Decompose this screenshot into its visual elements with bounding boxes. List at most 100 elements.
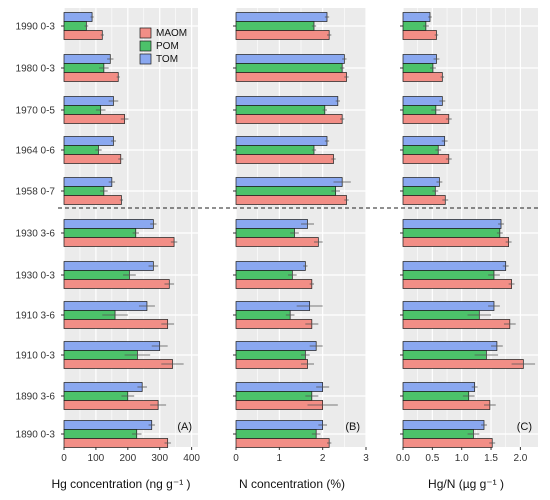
bar-maom-C [402, 30, 437, 40]
bar-tom-C [402, 136, 446, 146]
bar-maom-C [402, 319, 511, 329]
panel-n-concentration: 0 1 2 3 (B) [233, 8, 369, 464]
y-tick-label-8: 1910 0-3 [16, 351, 56, 362]
bar-maom-B [235, 195, 347, 205]
bar-tom-A [63, 382, 143, 392]
x-axis-title-hg-concentration: Hg concentration (ng g⁻¹ ) [51, 477, 190, 491]
x-tick-label-A-3: 300 [151, 453, 168, 464]
bar-tom-C [402, 96, 443, 106]
bar-maom-C [402, 237, 510, 247]
bar-pom-A [63, 105, 102, 115]
bar-tom-B [235, 177, 343, 187]
bar-pom-C [402, 429, 474, 439]
bar-maom-B [235, 438, 330, 448]
legend-swatch-maom [139, 27, 152, 39]
bar-tom-A [63, 219, 154, 229]
bar-maom-B [235, 319, 313, 329]
x-tick-label-C-0: 0.0 [396, 453, 410, 464]
x-tick-label-C-4: 2.0 [513, 453, 527, 464]
bar-pom-B [235, 145, 315, 155]
panel-hg-n-ratio: 0.0 0.5 1.0 1.5 2.0 (C) [396, 8, 538, 464]
bar-tom-A [63, 261, 154, 271]
bar-tom-C [402, 177, 440, 187]
bar-tom-C [402, 341, 498, 351]
bar-pom-B [235, 429, 317, 439]
panel-hg-concentration: 0 100 200 300 400 (A) [61, 8, 200, 464]
bar-maom-C [402, 400, 491, 410]
bar-tom-B [235, 341, 317, 351]
bar-tom-C [402, 420, 485, 430]
x-tick-label-A-2: 200 [119, 453, 136, 464]
x-tick-label-C-3: 1.5 [484, 453, 498, 464]
bar-tom-B [235, 219, 308, 229]
bar-tom-C [402, 382, 475, 392]
x-tick-label-C-1: 0.5 [425, 453, 439, 464]
y-tick-label-9: 1890 3-6 [16, 392, 56, 403]
bar-maom-A [63, 400, 159, 410]
bar-tom-B [235, 136, 328, 146]
y-tick-label-2: 1970 0-5 [16, 106, 56, 117]
bar-pom-B [235, 350, 306, 360]
bar-tom-C [402, 54, 437, 64]
bar-maom-C [402, 359, 524, 369]
x-tick-label-B-0: 0 [233, 453, 239, 464]
bar-maom-A [63, 237, 175, 247]
bar-pom-B [235, 270, 293, 280]
bar-tom-C [402, 12, 431, 22]
bar-tom-B [235, 382, 324, 392]
bar-tom-A [63, 54, 111, 64]
bar-pom-C [402, 63, 434, 73]
legend-label-tom: TOM [156, 54, 178, 65]
y-tick-label-0: 1990 0-3 [16, 22, 56, 33]
bar-pom-A [63, 270, 130, 280]
bar-tom-C [402, 301, 495, 311]
bar-maom-A [63, 279, 170, 289]
x-tick-label-B-3: 3 [363, 453, 369, 464]
bar-pom-C [402, 145, 439, 155]
bar-maom-C [402, 154, 450, 164]
x-axis-title-hg-n-ratio: Hg/N (µg g⁻¹ ) [428, 477, 504, 491]
bar-maom-B [235, 154, 334, 164]
x-tick-label-A-0: 0 [61, 453, 67, 464]
panel-label-C: (C) [517, 421, 532, 433]
bar-pom-A [63, 391, 129, 401]
y-axis-category-labels: 1990 0-3 1980 0-3 1970 0-5 1964 0-6 1958 0-7… [16, 22, 56, 441]
bar-tom-A [63, 420, 153, 430]
bar-maom-C [402, 438, 493, 448]
bar-maom-A [63, 72, 119, 82]
bar-pom-C [402, 186, 436, 196]
panel-label-B: (B) [345, 421, 360, 433]
bar-maom-B [235, 30, 330, 40]
bar-tom-A [63, 12, 93, 22]
legend-label-maom: MAOM [156, 28, 187, 39]
bar-maom-A [63, 154, 122, 164]
x-tick-label-B-1: 1 [277, 453, 283, 464]
bar-pom-B [235, 105, 326, 115]
y-tick-label-3: 1964 0-6 [16, 146, 56, 157]
bar-maom-A [63, 30, 103, 40]
legend-swatch-pom [139, 40, 152, 52]
bar-maom-B [235, 237, 319, 247]
bar-tom-A [63, 177, 113, 187]
bar-pom-C [402, 228, 501, 238]
bar-maom-B [235, 72, 347, 82]
x-tick-label-B-2: 2 [320, 453, 326, 464]
legend-swatch-tom [139, 53, 152, 65]
bar-maom-B [235, 359, 308, 369]
bar-tom-C [402, 261, 507, 271]
x-tick-label-A-1: 100 [88, 453, 105, 464]
bar-tom-B [235, 96, 339, 106]
bar-pom-B [235, 310, 291, 320]
bar-tom-A [63, 136, 114, 146]
y-tick-label-5: 1930 3-6 [16, 229, 56, 240]
bar-tom-A [63, 96, 114, 106]
bar-maom-A [63, 359, 173, 369]
bar-tom-A [63, 341, 161, 351]
bar-pom-B [235, 228, 295, 238]
bar-pom-C [402, 270, 495, 280]
bar-tom-A [63, 301, 148, 311]
bar-maom-A [63, 438, 169, 448]
panel-label-A: (A) [177, 421, 192, 433]
bar-pom-B [235, 21, 315, 31]
